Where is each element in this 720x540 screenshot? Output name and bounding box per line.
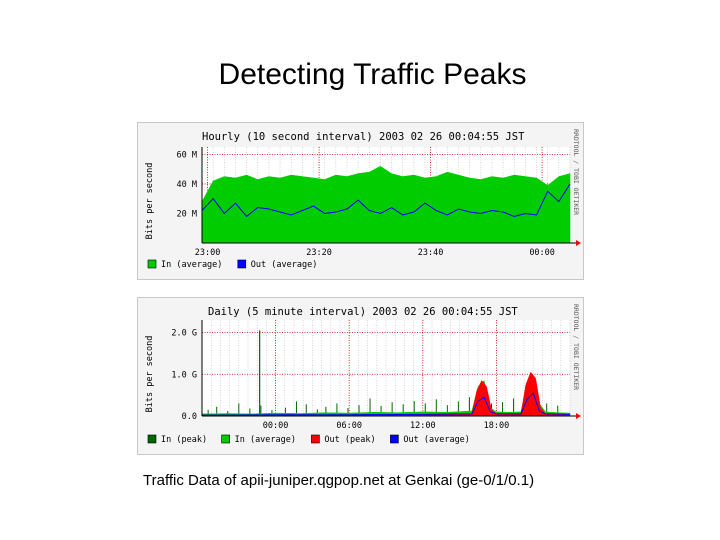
series-out-average-line [201,392,571,416]
legend-label: In (average) [235,435,296,445]
chart-title: Daily (5 minute interval) 2003 02 26 00:… [208,306,518,318]
daily-graph-panel: Daily (5 minute interval) 2003 02 26 00:… [137,297,584,455]
legend-swatch [390,434,399,444]
legend-swatch [221,434,230,444]
legend-label: In (peak) [161,435,207,445]
x-tick-label: 06:00 [336,421,362,431]
legend-label: In (average) [161,260,222,270]
rrdtool-credit: RRDTOOL / TOBI OETIKER [572,304,580,390]
hourly-graph-panel: Hourly (10 second interval) 2003 02 26 0… [137,122,584,280]
y-axis-label: Bits per second [145,336,155,413]
legend-label: Out (peak) [324,435,375,445]
x-tick-label: 18:00 [484,421,510,431]
y-axis-label: Bits per second [145,163,155,240]
slide-title: Detecting Traffic Peaks [218,58,527,91]
x-tick-label: 23:20 [306,248,332,258]
y-tick-label: 1.0 G [171,370,197,380]
x-axis-arrow [576,413,581,419]
series-out-average-line [201,183,571,218]
x-tick-label: 23:40 [418,248,444,258]
y-tick-label: 60 M [177,150,197,160]
x-tick-label: 00:00 [529,248,555,258]
slide-caption: Traffic Data of apii-juniper.qgpop.net a… [143,472,535,489]
y-tick-label: 20 M [177,209,197,219]
x-tick-label: 23:00 [195,248,221,258]
legend-label: Out (average) [251,260,318,270]
x-axis-arrow [576,240,581,246]
x-tick-label: 12:00 [410,421,436,431]
hourly-chart: Hourly (10 second interval) 2003 02 26 0… [145,129,581,270]
chart-title: Hourly (10 second interval) 2003 02 26 0… [202,131,525,143]
y-tick-label: 40 M [177,180,197,190]
series-in-average-area [201,165,571,244]
daily-chart: Daily (5 minute interval) 2003 02 26 00:… [145,304,581,445]
x-tick-label: 00:00 [263,421,289,431]
y-tick-label: 0.0 [182,412,197,422]
legend-swatch [147,259,157,269]
legend-swatch [147,434,157,444]
rrdtool-credit: RRDTOOL / TOBI OETIKER [572,129,580,215]
legend-swatch [237,259,247,269]
legend-label: Out (average) [403,435,470,445]
legend-swatch [311,434,320,444]
y-tick-label: 2.0 G [171,329,197,339]
